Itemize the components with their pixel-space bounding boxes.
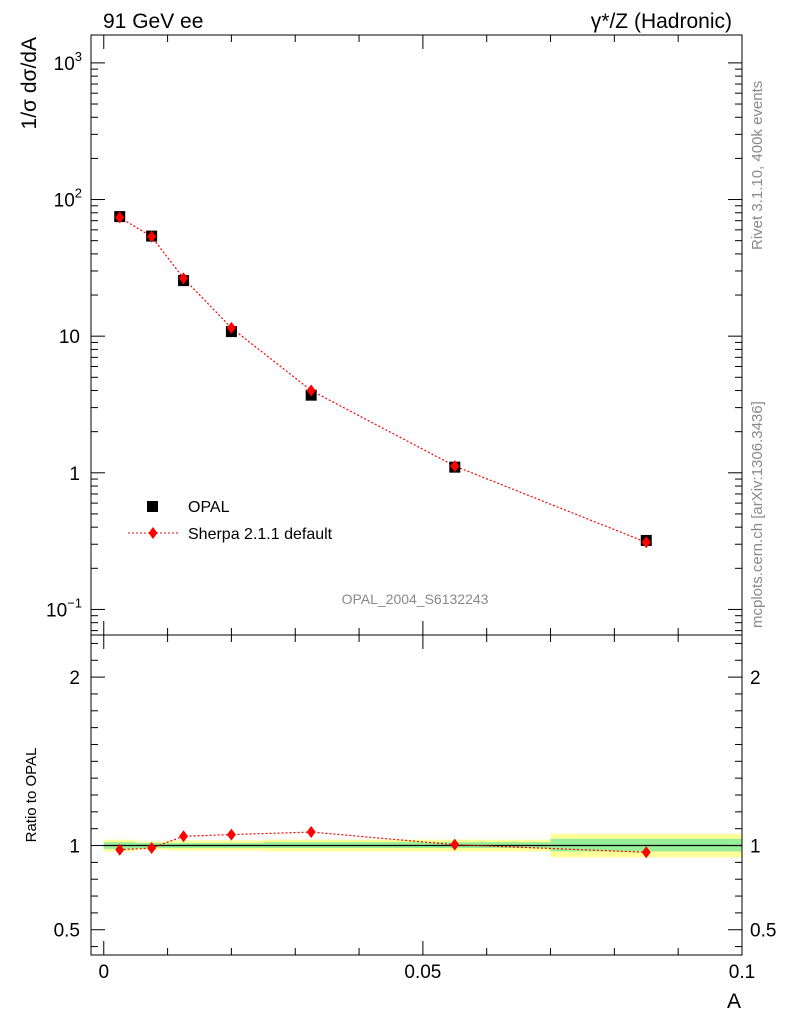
mc-point-sherpa xyxy=(226,321,236,334)
header-right-title: γ*/Z (Hadronic) xyxy=(591,10,732,33)
main-y-tick-label: 10−1 xyxy=(46,595,82,621)
analysis-id-label: OPAL_2004_S6132243 xyxy=(342,591,489,607)
ratio-y-tick-label-right: 0.5 xyxy=(750,921,776,942)
header-left-title: 91 GeV ee xyxy=(103,10,203,33)
ratio-y-axis-label: Ratio to OPAL xyxy=(23,748,40,843)
rivet-version-text: Rivet 3.1.10, 400k events xyxy=(749,81,766,250)
source-text: mcplots.cern.ch [arXiv:1306.3436] xyxy=(749,401,766,628)
mc-point-sherpa xyxy=(115,211,125,224)
ratio-plot-panel: 0.5 0.5 1 1 2 2 0 0.05 0.1 Ratio to OPAL A xyxy=(23,634,776,1013)
main-plot-panel: 10−1 1 10 102 103 1/σ dσ/dA OPAL_2004_S61322… xyxy=(18,34,743,636)
main-y-tick-label: 1 xyxy=(69,464,80,485)
ratio-y-tick-label-right: 1 xyxy=(750,837,761,858)
legend: OPAL Sherpa 2.1.1 default xyxy=(128,499,333,543)
main-y-tick-label: 102 xyxy=(54,186,82,212)
mc-point-sherpa xyxy=(450,460,460,473)
mc-point-sherpa xyxy=(179,272,189,285)
ratio-point-sherpa xyxy=(306,826,316,839)
ratio-plot-frame xyxy=(90,634,743,956)
ratio-point-sherpa xyxy=(179,830,189,843)
ratio-point-sherpa xyxy=(147,842,157,855)
main-y-tick-label: 103 xyxy=(54,49,82,75)
mc-point-sherpa xyxy=(306,384,316,397)
legend-label-opal: OPAL xyxy=(188,499,230,516)
ratio-point-sherpa xyxy=(226,828,236,841)
ratio-y-tick-label: 0.5 xyxy=(54,921,80,942)
main-y-axis-label: 1/σ dσ/dA xyxy=(18,37,41,129)
ratio-y-tick-label: 2 xyxy=(69,668,80,689)
x-tick-label: 0.05 xyxy=(404,962,441,983)
ratio-point-sherpa xyxy=(450,838,460,851)
x-axis-label: A xyxy=(727,990,741,1013)
ratio-y-tick-label-right: 2 xyxy=(750,668,761,689)
x-tick-label: 0 xyxy=(98,962,109,983)
mc-point-sherpa xyxy=(641,536,651,549)
ratio-y-tick-label: 1 xyxy=(69,837,80,858)
ratio-point-sherpa xyxy=(115,843,125,856)
main-y-tick-label: 10 xyxy=(59,327,80,348)
legend-label-sherpa: Sherpa 2.1.1 default xyxy=(188,526,333,543)
ratio-point-sherpa xyxy=(641,846,651,859)
legend-marker-opal xyxy=(147,501,158,512)
mc-line xyxy=(119,216,647,543)
legend-marker-sherpa xyxy=(148,527,158,539)
x-tick-label: 0.1 xyxy=(729,962,755,983)
mc-point-sherpa xyxy=(147,230,157,243)
